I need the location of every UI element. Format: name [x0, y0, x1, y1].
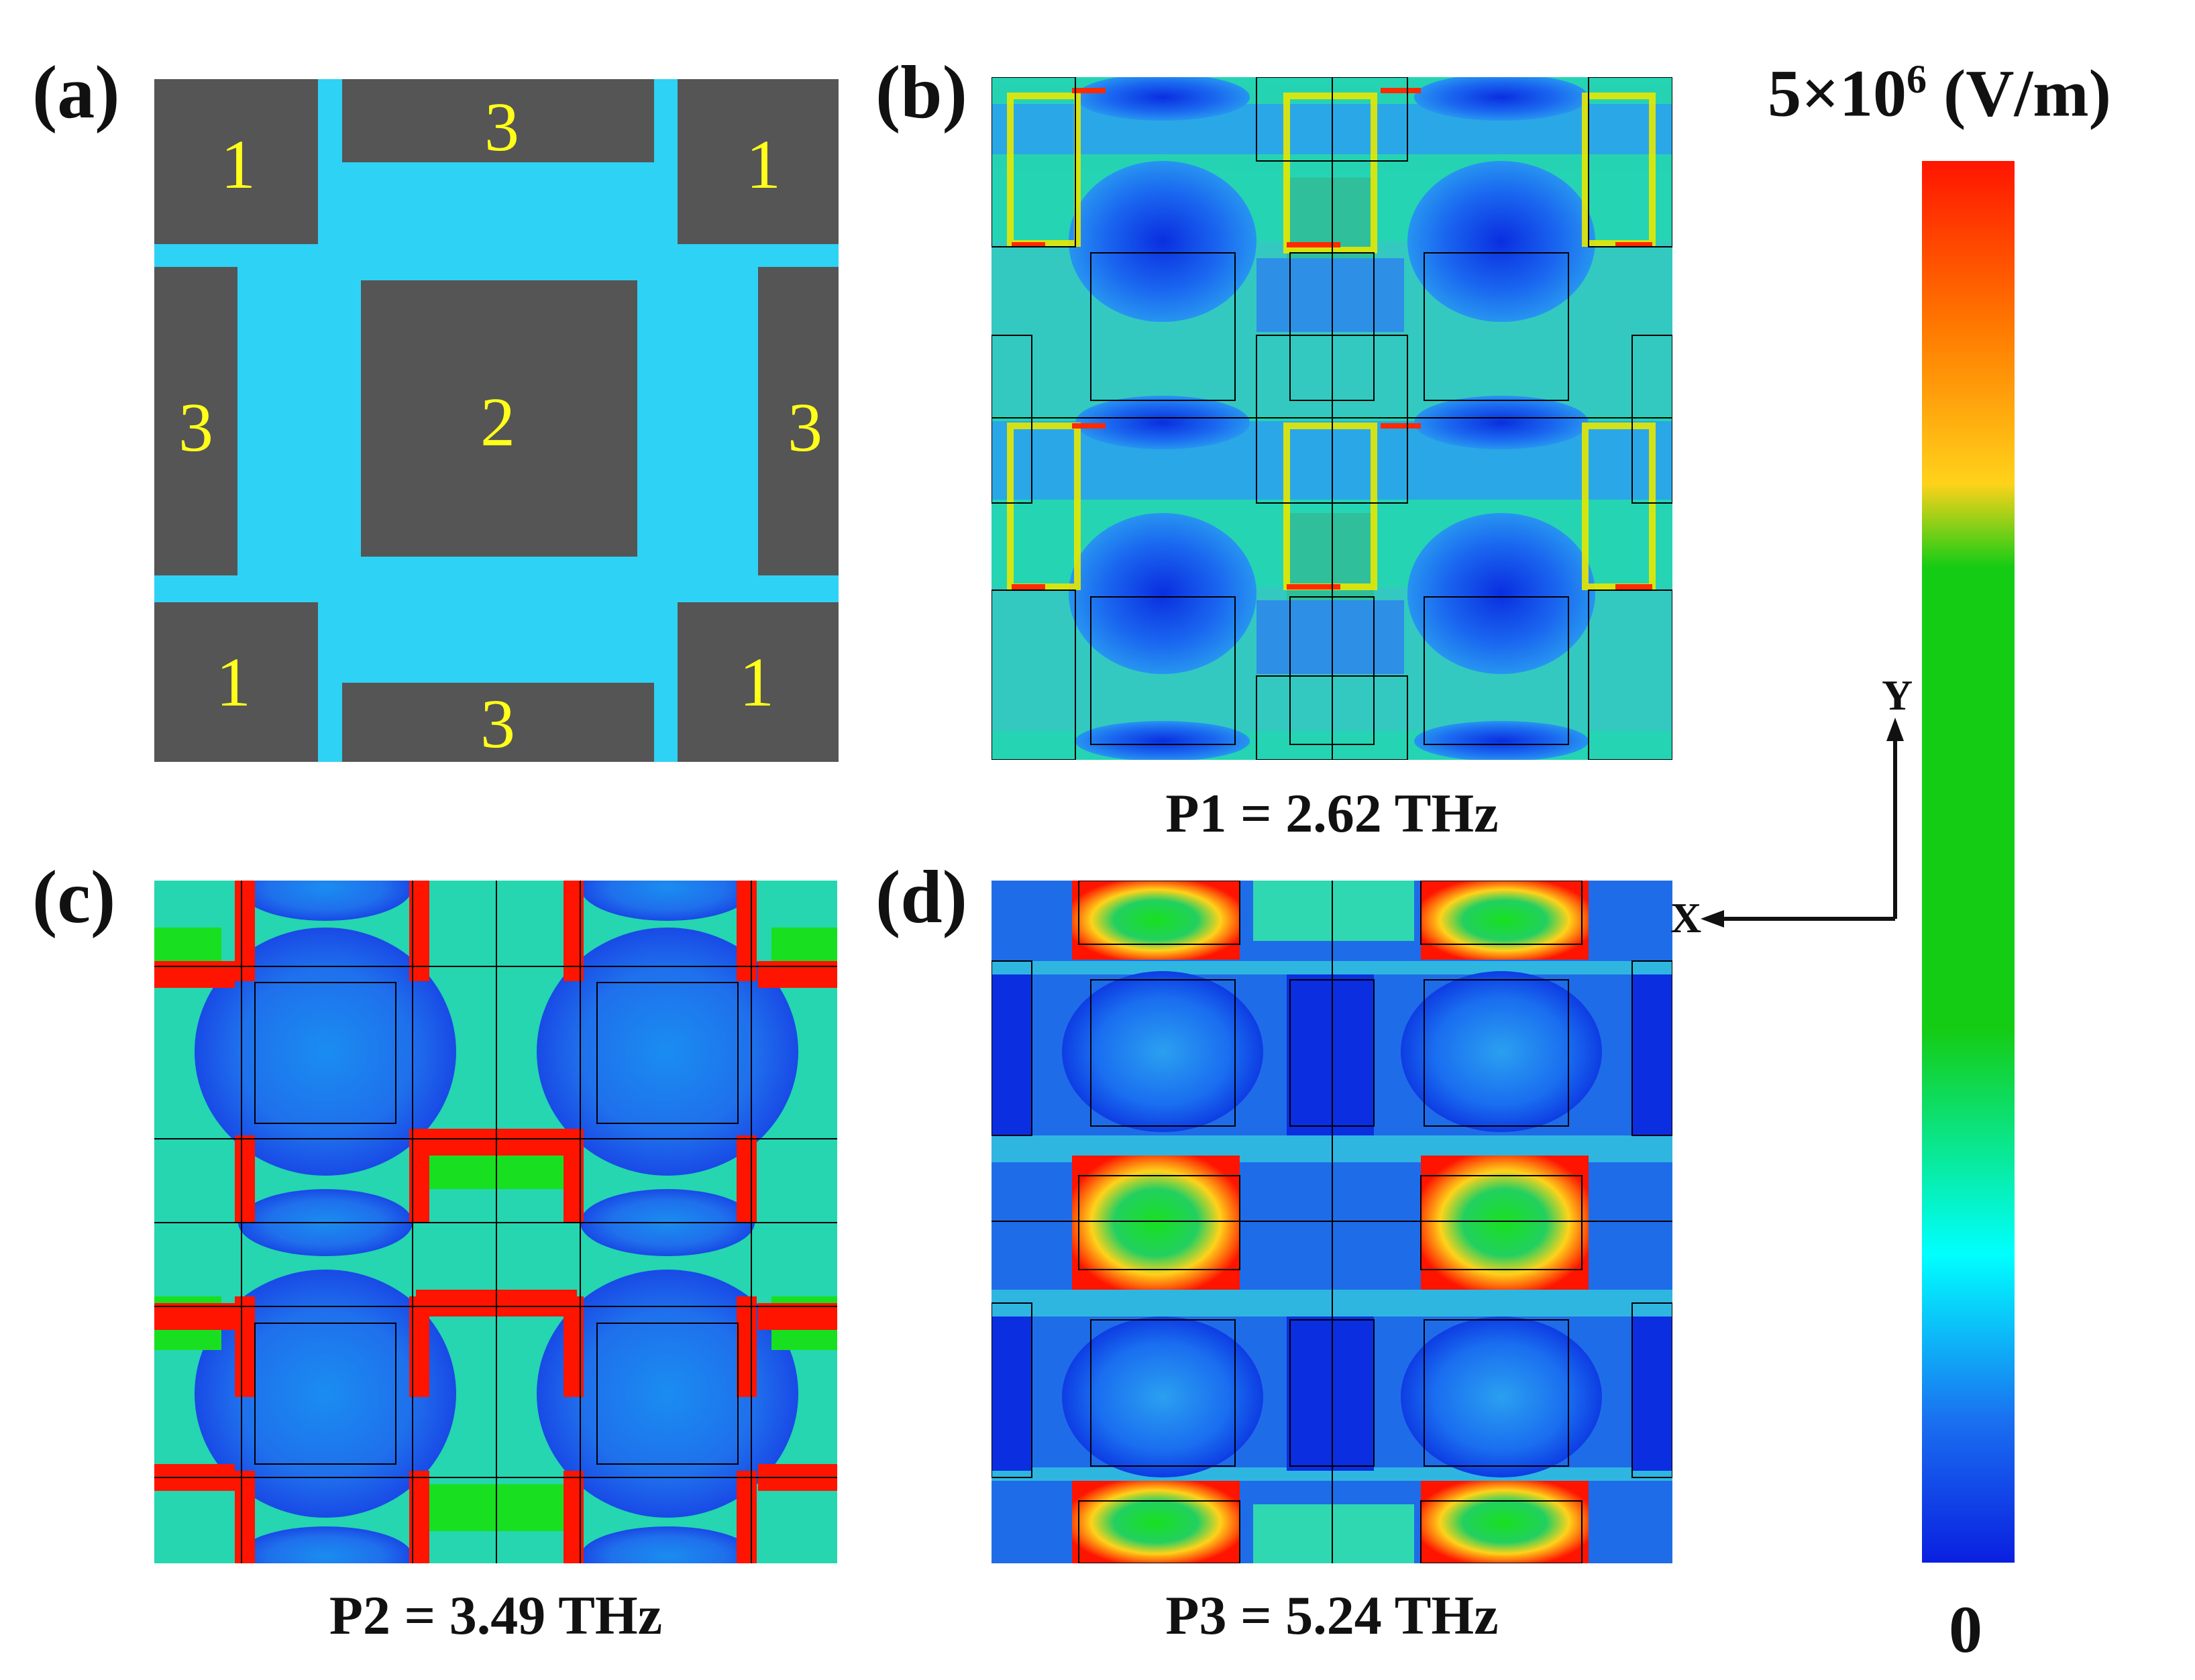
- field-map-p1-graphic: [992, 77, 1672, 760]
- metal-block-3-right: [758, 267, 839, 575]
- colorbar-min-label: 0: [1949, 1592, 1982, 1667]
- colorbar-max-exponent: 6: [1906, 57, 1927, 101]
- field-map-p2: [154, 881, 837, 1563]
- caption-p1: P1 = 2.62 THz: [1165, 783, 1499, 844]
- field-map-p3: [992, 881, 1672, 1563]
- block-number-top-left: 1: [221, 126, 256, 203]
- metal-block-3-bottom: [342, 683, 654, 762]
- metal-block-3-top: [342, 79, 654, 162]
- block-number-right: 3: [788, 389, 822, 466]
- y-axis-label: Y: [1882, 671, 1913, 719]
- metal-block-2-center: [361, 280, 637, 557]
- colorbar-max-label: 5×106 (V/m): [1768, 59, 2184, 127]
- metal-block-1-top-left: [154, 79, 318, 244]
- panel-label-d: (d): [875, 856, 967, 939]
- block-number-top-right: 1: [746, 126, 781, 203]
- metal-block-3-left: [154, 267, 237, 575]
- axes-arrows-icon: [1701, 718, 1904, 928]
- colorbar-max-unit: (V/m): [1926, 56, 2111, 131]
- colorbar-max-base: 5×10: [1768, 56, 1907, 131]
- panel-label-a: (a): [32, 51, 120, 134]
- block-number-top: 3: [484, 89, 519, 166]
- caption-p2: P2 = 3.49 THz: [329, 1585, 663, 1646]
- block-number-center: 2: [480, 384, 515, 461]
- field-map-p1: [992, 77, 1672, 760]
- block-number-bottom-left: 1: [216, 644, 251, 721]
- metal-block-1-bottom-right: [678, 602, 839, 762]
- axes-indicator: Y X: [1670, 674, 1919, 949]
- x-axis-label: X: [1670, 894, 1702, 942]
- block-number-left: 3: [178, 389, 213, 466]
- colorbar: [1922, 161, 2015, 1563]
- metal-block-1-bottom-left: [154, 602, 318, 762]
- field-map-p3-graphic: [992, 881, 1672, 1563]
- unit-cell-schematic: 1 3 1 3 2 3 1 3 1: [154, 79, 839, 762]
- field-map-p2-graphic: [154, 881, 837, 1563]
- panel-label-b: (b): [875, 51, 967, 134]
- metal-block-1-top-right: [678, 79, 839, 244]
- block-number-bottom-right: 1: [739, 644, 774, 721]
- panel-label-c: (c): [32, 856, 116, 939]
- caption-p3: P3 = 5.24 THz: [1165, 1585, 1499, 1646]
- block-number-bottom: 3: [480, 685, 515, 763]
